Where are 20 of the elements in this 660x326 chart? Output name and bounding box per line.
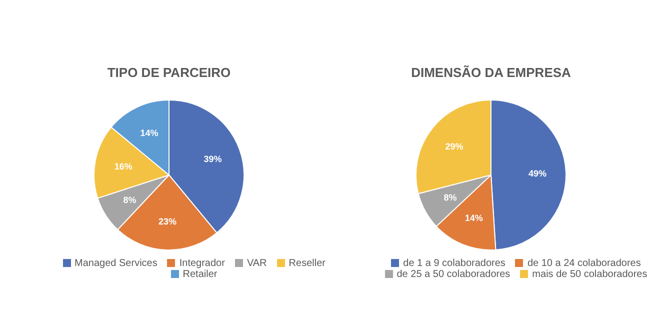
legend-label: Managed Services — [74, 258, 158, 269]
legend-label: VAR — [246, 258, 267, 269]
legend-label: Retailer — [182, 269, 218, 280]
data-label: 8% — [123, 194, 136, 205]
data-label: 16% — [114, 161, 132, 172]
data-label: 14% — [140, 128, 158, 138]
legend-label: de 25 a 50 colaboradores — [396, 269, 510, 280]
chart-title: DIMENSÃO DA EMPRESA — [410, 65, 572, 80]
data-label: 14% — [464, 213, 483, 224]
data-label: 29% — [445, 142, 464, 152]
legend-label: Reseller — [288, 258, 326, 269]
data-label: 23% — [158, 216, 177, 226]
legend-label: Integrador — [179, 258, 225, 269]
chart-title: TIPO DE PARCEIRO — [106, 65, 232, 80]
legend-label: de 10 a 24 colaboradores — [527, 258, 641, 269]
legend-label: mais de 50 colaboradores — [532, 269, 648, 280]
data-label: 39% — [204, 154, 222, 164]
legend-label: de 1 a 9 colaboradores — [403, 258, 506, 269]
data-label: 49% — [528, 168, 546, 179]
data-label: 8% — [444, 192, 457, 202]
